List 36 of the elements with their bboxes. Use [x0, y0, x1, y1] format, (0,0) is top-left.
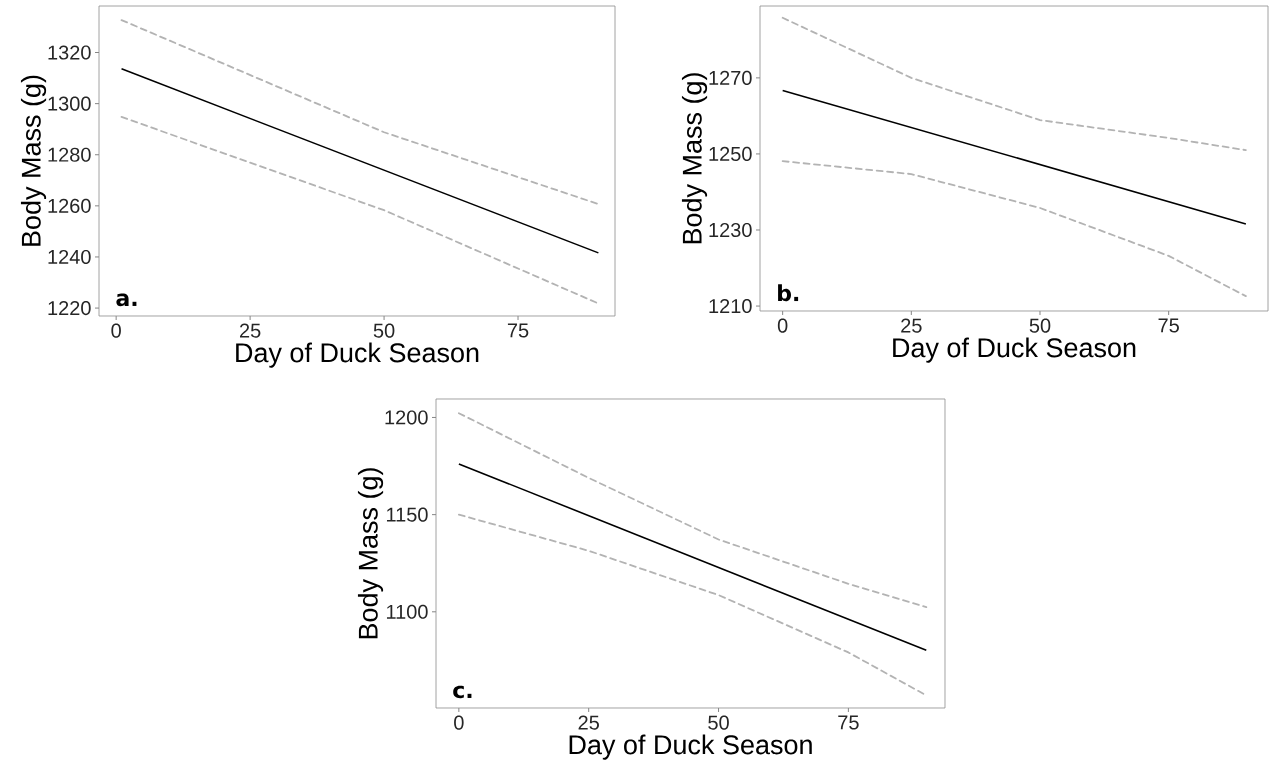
x-tick-label: 25 [578, 715, 599, 730]
x-tick-label: 75 [838, 715, 859, 730]
y-tick-label: 1100 [386, 604, 428, 619]
y-tick-label: 1260 [48, 198, 91, 213]
y-tick-label: 1250 [709, 146, 752, 162]
y-tick-label: 1230 [709, 222, 752, 238]
x-tick-label: 0 [777, 318, 788, 333]
x-tick-label: 50 [373, 323, 395, 338]
x-tick-label: 25 [901, 318, 922, 333]
x-tick-label: 50 [708, 715, 729, 730]
x-axis-title: Day of Duck Season [893, 337, 1136, 363]
line-series [457, 412, 928, 609]
y-tick-label: 1220 [48, 301, 91, 316]
x-axis-title: Day of Duck Season [236, 342, 479, 368]
y-tick-label: 1300 [48, 96, 91, 111]
y-tick-label: 1280 [48, 147, 91, 162]
y-tick-label: 1210 [709, 298, 752, 314]
y-tick-label: 1150 [386, 507, 428, 522]
x-tick-label: 25 [239, 323, 261, 338]
x-tick-label: 75 [507, 323, 529, 338]
annotation: a. [116, 293, 137, 307]
line-series [781, 16, 1247, 152]
y-axis-title: Body Mass (g) [357, 468, 384, 639]
x-tick-label: 0 [111, 323, 121, 338]
annotation: b. [778, 284, 799, 302]
x-tick-label: 50 [1029, 318, 1051, 333]
x-axis-title: Day of Duck Season [569, 734, 812, 760]
y-axis-title: Body Mass (g) [20, 75, 47, 246]
x-tick-label: 75 [1158, 318, 1179, 333]
y-tick-label: 1200 [385, 410, 428, 425]
y-tick-label: 1270 [709, 70, 752, 85]
y-tick-label: 1240 [48, 249, 91, 265]
y-axis-title: Body Mass (g) [681, 73, 708, 244]
x-tick-label: 0 [454, 715, 464, 730]
annotation: c. [453, 685, 472, 699]
y-tick-label: 1320 [48, 45, 91, 60]
